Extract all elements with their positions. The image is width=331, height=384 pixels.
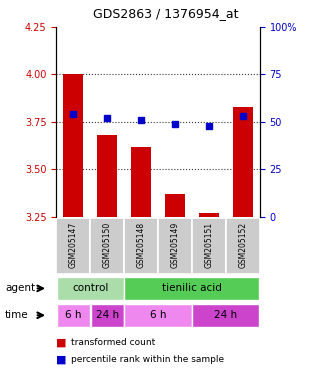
Bar	[63, 74, 83, 217]
Bar	[91, 304, 124, 327]
Text: GDS2863 / 1376954_at: GDS2863 / 1376954_at	[93, 7, 238, 20]
Text: GSM205149: GSM205149	[170, 222, 179, 268]
Bar	[192, 218, 226, 274]
Text: transformed count: transformed count	[71, 338, 156, 347]
Bar	[57, 277, 124, 300]
Text: control: control	[72, 283, 108, 293]
Text: GSM205150: GSM205150	[103, 222, 112, 268]
Text: 24 h: 24 h	[214, 310, 237, 320]
Bar	[124, 277, 260, 300]
Text: 6 h: 6 h	[150, 310, 166, 320]
Text: GSM205147: GSM205147	[69, 222, 78, 268]
Text: agent: agent	[5, 283, 35, 293]
Text: GSM205152: GSM205152	[238, 222, 247, 268]
Text: ■: ■	[56, 355, 67, 365]
Bar	[131, 147, 151, 217]
Bar	[90, 218, 124, 274]
Text: GSM205148: GSM205148	[137, 222, 146, 268]
Bar	[158, 218, 192, 274]
Text: GSM205151: GSM205151	[205, 222, 213, 268]
Bar	[124, 218, 158, 274]
Bar	[57, 218, 90, 274]
Text: 6 h: 6 h	[65, 310, 81, 320]
Text: ■: ■	[56, 338, 67, 348]
Bar	[192, 304, 260, 327]
Bar	[97, 135, 117, 217]
Text: time: time	[5, 310, 28, 320]
Bar	[57, 304, 90, 327]
Text: percentile rank within the sample: percentile rank within the sample	[71, 355, 224, 364]
Bar	[124, 304, 192, 327]
Bar	[233, 107, 253, 217]
Text: 24 h: 24 h	[96, 310, 119, 320]
Text: tienilic acid: tienilic acid	[162, 283, 222, 293]
Bar	[226, 218, 260, 274]
Bar	[165, 194, 185, 217]
Bar	[199, 213, 219, 217]
